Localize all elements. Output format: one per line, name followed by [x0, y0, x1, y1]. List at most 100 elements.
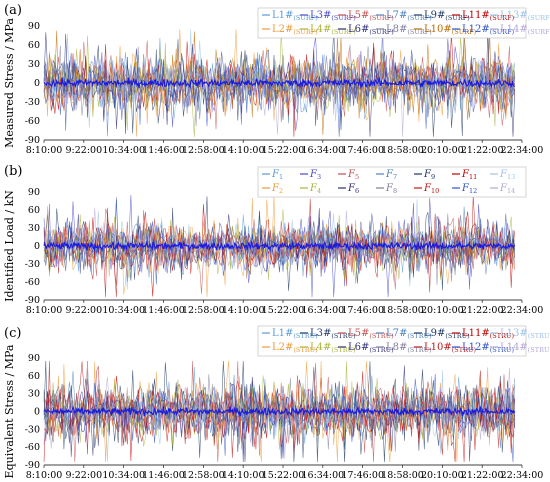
y-tick-label: -30 — [25, 259, 40, 270]
x-tick-label: 11:46:00 — [142, 145, 185, 156]
legend-entry-sub: (STRU) — [445, 332, 470, 340]
legend-entry: L9#(SURF) — [424, 10, 470, 22]
legend-entry: L4#(SURF) — [310, 24, 356, 36]
y-axis-label: Measured Stress / MPa — [3, 18, 16, 148]
x-tick-label: 11:46:00 — [142, 470, 185, 481]
legend-entry: L12#(SURF) — [462, 24, 515, 36]
legend-entry-sub: (STRU) — [490, 346, 515, 354]
panel-1: (b) -90 -60 -30 0 30 60 90 8:10:00 9:22:00 10:34:0… — [3, 164, 543, 316]
legend-entry-sub: (SURF) — [528, 14, 550, 22]
legend-entry-sub: (STRU) — [369, 346, 394, 354]
legend-entry: L13#(SURF) — [500, 10, 550, 22]
x-tick-label: 12:58:00 — [182, 145, 225, 156]
legend-entry-sub: (STRU) — [293, 346, 318, 354]
legend-entry-name: F — [271, 169, 280, 180]
legend-entry-name: F — [347, 183, 356, 194]
y-tick-label: -60 — [25, 116, 40, 127]
legend-entry-sub: (SURF) — [452, 28, 477, 36]
y-tick-label: -30 — [25, 97, 40, 108]
x-tick-label: 16:34:00 — [301, 305, 344, 316]
legend-entry-name: L2# — [272, 24, 293, 35]
legend-entry-name: L7# — [386, 328, 407, 339]
series-line-12 — [43, 199, 516, 285]
legend-entry-sub: (SURF) — [490, 28, 515, 36]
legend — [257, 7, 527, 39]
y-tick-label: 30 — [28, 389, 40, 400]
legend-entry-sub: 13 — [507, 173, 515, 181]
legend-entry-name: F — [499, 169, 508, 180]
x-tick-label: 20:10:00 — [421, 470, 464, 481]
panel-2: (c) -90 -60 -30 0 30 60 90 8:10:00 9:22:00 10:34:0… — [3, 325, 550, 481]
legend-entry-name: L13# — [500, 10, 528, 21]
x-tick-label: 14:10:00 — [222, 145, 265, 156]
series-line-baseline — [43, 239, 516, 253]
legend-entry: L1#(STRU) — [272, 328, 318, 340]
series-line-10 — [43, 45, 516, 127]
legend-entry-name: L4# — [310, 342, 331, 353]
legend-entry-sub: (SURF) — [369, 14, 394, 22]
legend-entry: L6#(SURF) — [348, 24, 394, 36]
y-tick-label: 30 — [28, 223, 40, 234]
legend-entry: L14#(SURF) — [500, 24, 550, 36]
x-tick-label: 9:22:00 — [66, 145, 103, 156]
x-tick-label: 17:46:00 — [341, 470, 384, 481]
legend-entry-sub: (STRU) — [331, 332, 356, 340]
y-tick-label: 30 — [28, 59, 40, 70]
x-tick-label: 18:58:00 — [381, 145, 424, 156]
x-tick-label: 10:34:00 — [102, 145, 145, 156]
x-tick-label: 14:10:00 — [222, 305, 265, 316]
legend-entry: L8#(STRU) — [386, 342, 432, 354]
legend-entry-sub: 6 — [355, 187, 359, 195]
legend-entry: F6 — [347, 183, 359, 195]
series-line-11 — [43, 360, 516, 463]
legend-entry: L2#(SURF) — [272, 24, 318, 36]
x-tick-label: 15:22:00 — [262, 305, 305, 316]
legend-entry-name: L8# — [386, 342, 407, 353]
legend-entry-name: L7# — [386, 10, 407, 21]
legend-entry-sub: (STRU) — [490, 332, 515, 340]
legend-entry-name: L9# — [424, 328, 445, 339]
series-line-13 — [43, 207, 516, 274]
x-tick-label: 18:58:00 — [381, 470, 424, 481]
x-tick-label: 21:22:00 — [461, 470, 504, 481]
legend-entry-sub: (STRU) — [528, 346, 550, 354]
legend-entry: L1#(SURF) — [272, 10, 318, 22]
x-tick-label: 12:58:00 — [182, 305, 225, 316]
x-tick-label: 21:22:00 — [461, 145, 504, 156]
legend-entry: F9 — [423, 169, 435, 181]
legend-entry: F2 — [271, 183, 283, 195]
legend-entry: F3 — [309, 169, 321, 181]
legend-entry-sub: 11 — [469, 173, 477, 181]
legend-entry-sub: (STRU) — [369, 332, 394, 340]
legend-entry-sub: (STRU) — [293, 332, 318, 340]
legend-entry-sub: (SURF) — [407, 28, 432, 36]
legend-entry-sub: (STRU) — [452, 346, 477, 354]
legend-entry: F4 — [309, 183, 321, 195]
x-tick-label: 11:46:00 — [142, 305, 185, 316]
legend-entry-sub: (STRU) — [331, 346, 356, 354]
legend-entry-name: L11# — [462, 10, 490, 21]
legend-entry-name: F — [461, 183, 470, 194]
legend-entry-name: F — [347, 169, 356, 180]
legend-entry: F5 — [347, 169, 359, 181]
panel-label: (b) — [4, 164, 22, 179]
panel-label: (a) — [4, 3, 22, 18]
legend-entry-sub: (SURF) — [407, 14, 432, 22]
legend-entry: F13 — [499, 169, 515, 181]
legend-entry-name: F — [461, 169, 470, 180]
y-tick-label: 90 — [28, 353, 40, 364]
x-tick-label: 10:34:00 — [102, 305, 145, 316]
x-tick-label: 22:34:00 — [501, 470, 544, 481]
y-axis-label: Equivalent Stress / MPa — [3, 344, 16, 478]
series-line-13 — [43, 367, 516, 460]
legend-entry-sub: (SURF) — [293, 28, 318, 36]
x-tick-label: 21:22:00 — [461, 305, 504, 316]
legend-entry-sub: (STRU) — [407, 332, 432, 340]
legend-entry-name: L4# — [310, 24, 331, 35]
legend-entry-sub: 2 — [279, 187, 283, 195]
x-tick-label: 9:22:00 — [66, 305, 103, 316]
x-tick-label: 17:46:00 — [341, 145, 384, 156]
legend-entry-name: L11# — [462, 328, 490, 339]
legend-entry-name: L5# — [348, 328, 369, 339]
